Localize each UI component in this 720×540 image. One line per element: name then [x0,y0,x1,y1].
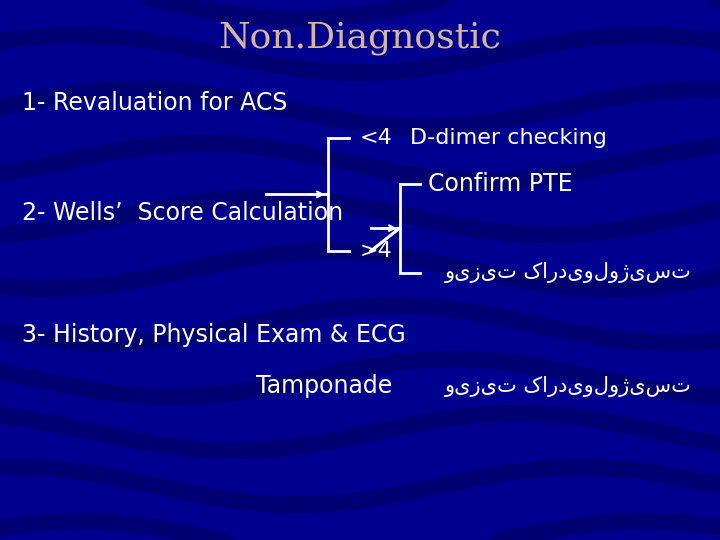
Text: 2- Wells’  Score Calculation: 2- Wells’ Score Calculation [22,201,343,225]
Text: D-dimer checking: D-dimer checking [410,127,607,148]
Text: ویزیت کاردیولوژیست: ویزیت کاردیولوژیست [444,262,691,283]
Text: <4: <4 [360,127,392,148]
Text: Non.Diagnostic: Non.Diagnostic [219,21,501,55]
Text: 1- Revaluation for ACS: 1- Revaluation for ACS [22,91,287,114]
Text: >4: >4 [360,241,392,261]
Text: ویزیت کاردیولوژیست: ویزیت کاردیولوژیست [444,376,691,396]
Text: Tamponade: Tamponade [256,374,392,398]
Text: Confirm PTE: Confirm PTE [428,172,573,195]
Text: 3- History, Physical Exam & ECG: 3- History, Physical Exam & ECG [22,323,405,347]
